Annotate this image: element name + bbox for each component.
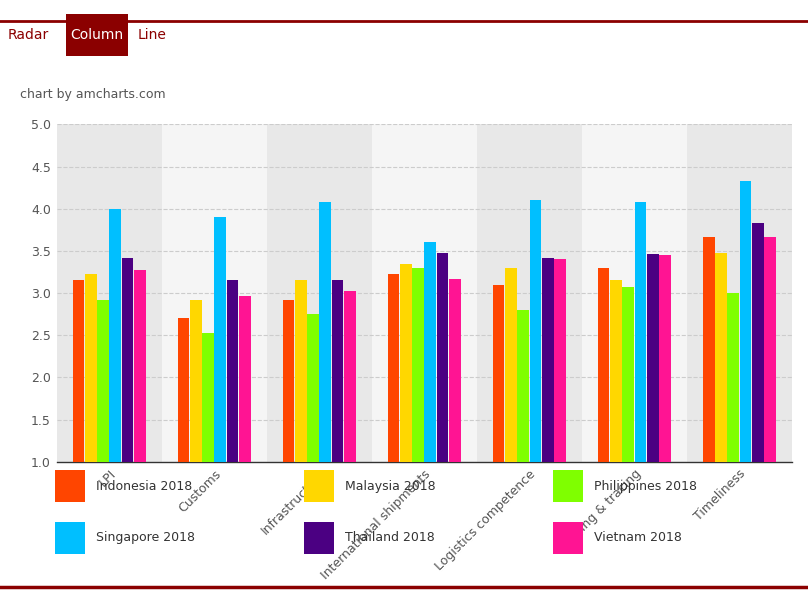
Bar (388, 274, 399, 462)
Bar (582, 124, 687, 462)
Bar (647, 254, 659, 462)
Bar (542, 259, 553, 462)
Text: Malaysia 2018: Malaysia 2018 (345, 480, 436, 493)
Bar (505, 268, 516, 462)
Bar (703, 237, 714, 462)
Text: Vietnam 2018: Vietnam 2018 (594, 531, 682, 544)
Bar (752, 223, 764, 462)
Bar (739, 181, 751, 462)
Bar (332, 281, 343, 462)
Bar (227, 281, 238, 462)
Bar (412, 268, 424, 462)
Bar (424, 243, 436, 462)
Text: Line: Line (138, 28, 167, 42)
Text: Singapore 2018: Singapore 2018 (96, 531, 196, 544)
Bar (202, 333, 214, 462)
Bar (55, 522, 85, 554)
Bar (553, 522, 583, 554)
Bar (553, 471, 583, 503)
Bar (634, 202, 646, 462)
Text: chart by amcharts.com: chart by amcharts.com (20, 88, 166, 101)
Bar (659, 255, 671, 462)
Bar (85, 275, 96, 462)
Bar (55, 471, 85, 503)
Bar (598, 268, 609, 462)
Bar (437, 253, 448, 462)
Bar (239, 295, 250, 462)
Bar (554, 259, 566, 462)
Bar (134, 271, 145, 462)
Bar (493, 285, 504, 462)
Bar (57, 124, 162, 462)
Bar (319, 202, 331, 462)
Text: Thailand 2018: Thailand 2018 (345, 531, 435, 544)
Bar (178, 318, 189, 462)
Bar (162, 124, 267, 462)
Text: Radar: Radar (8, 28, 49, 42)
Bar (295, 281, 306, 462)
Bar (715, 253, 726, 462)
Bar (764, 237, 776, 462)
Text: Philippines 2018: Philippines 2018 (594, 480, 697, 493)
Bar (449, 279, 461, 462)
Bar (610, 281, 621, 462)
Text: Indonesia 2018: Indonesia 2018 (96, 480, 192, 493)
Bar (477, 124, 582, 462)
Bar (687, 124, 792, 462)
Bar (267, 124, 372, 462)
Bar (305, 522, 334, 554)
Bar (214, 217, 226, 462)
Bar (122, 259, 133, 462)
Bar (190, 300, 201, 462)
Bar (727, 293, 739, 462)
Bar (344, 291, 356, 462)
Bar (622, 287, 634, 462)
Bar (517, 310, 529, 462)
Text: Column: Column (70, 28, 124, 42)
Bar (372, 124, 477, 462)
FancyBboxPatch shape (66, 14, 128, 56)
Bar (73, 281, 84, 462)
Bar (109, 209, 121, 462)
Bar (400, 263, 411, 462)
Bar (97, 300, 109, 462)
Bar (305, 471, 334, 503)
Bar (283, 300, 294, 462)
Bar (307, 314, 319, 462)
Bar (529, 200, 541, 462)
